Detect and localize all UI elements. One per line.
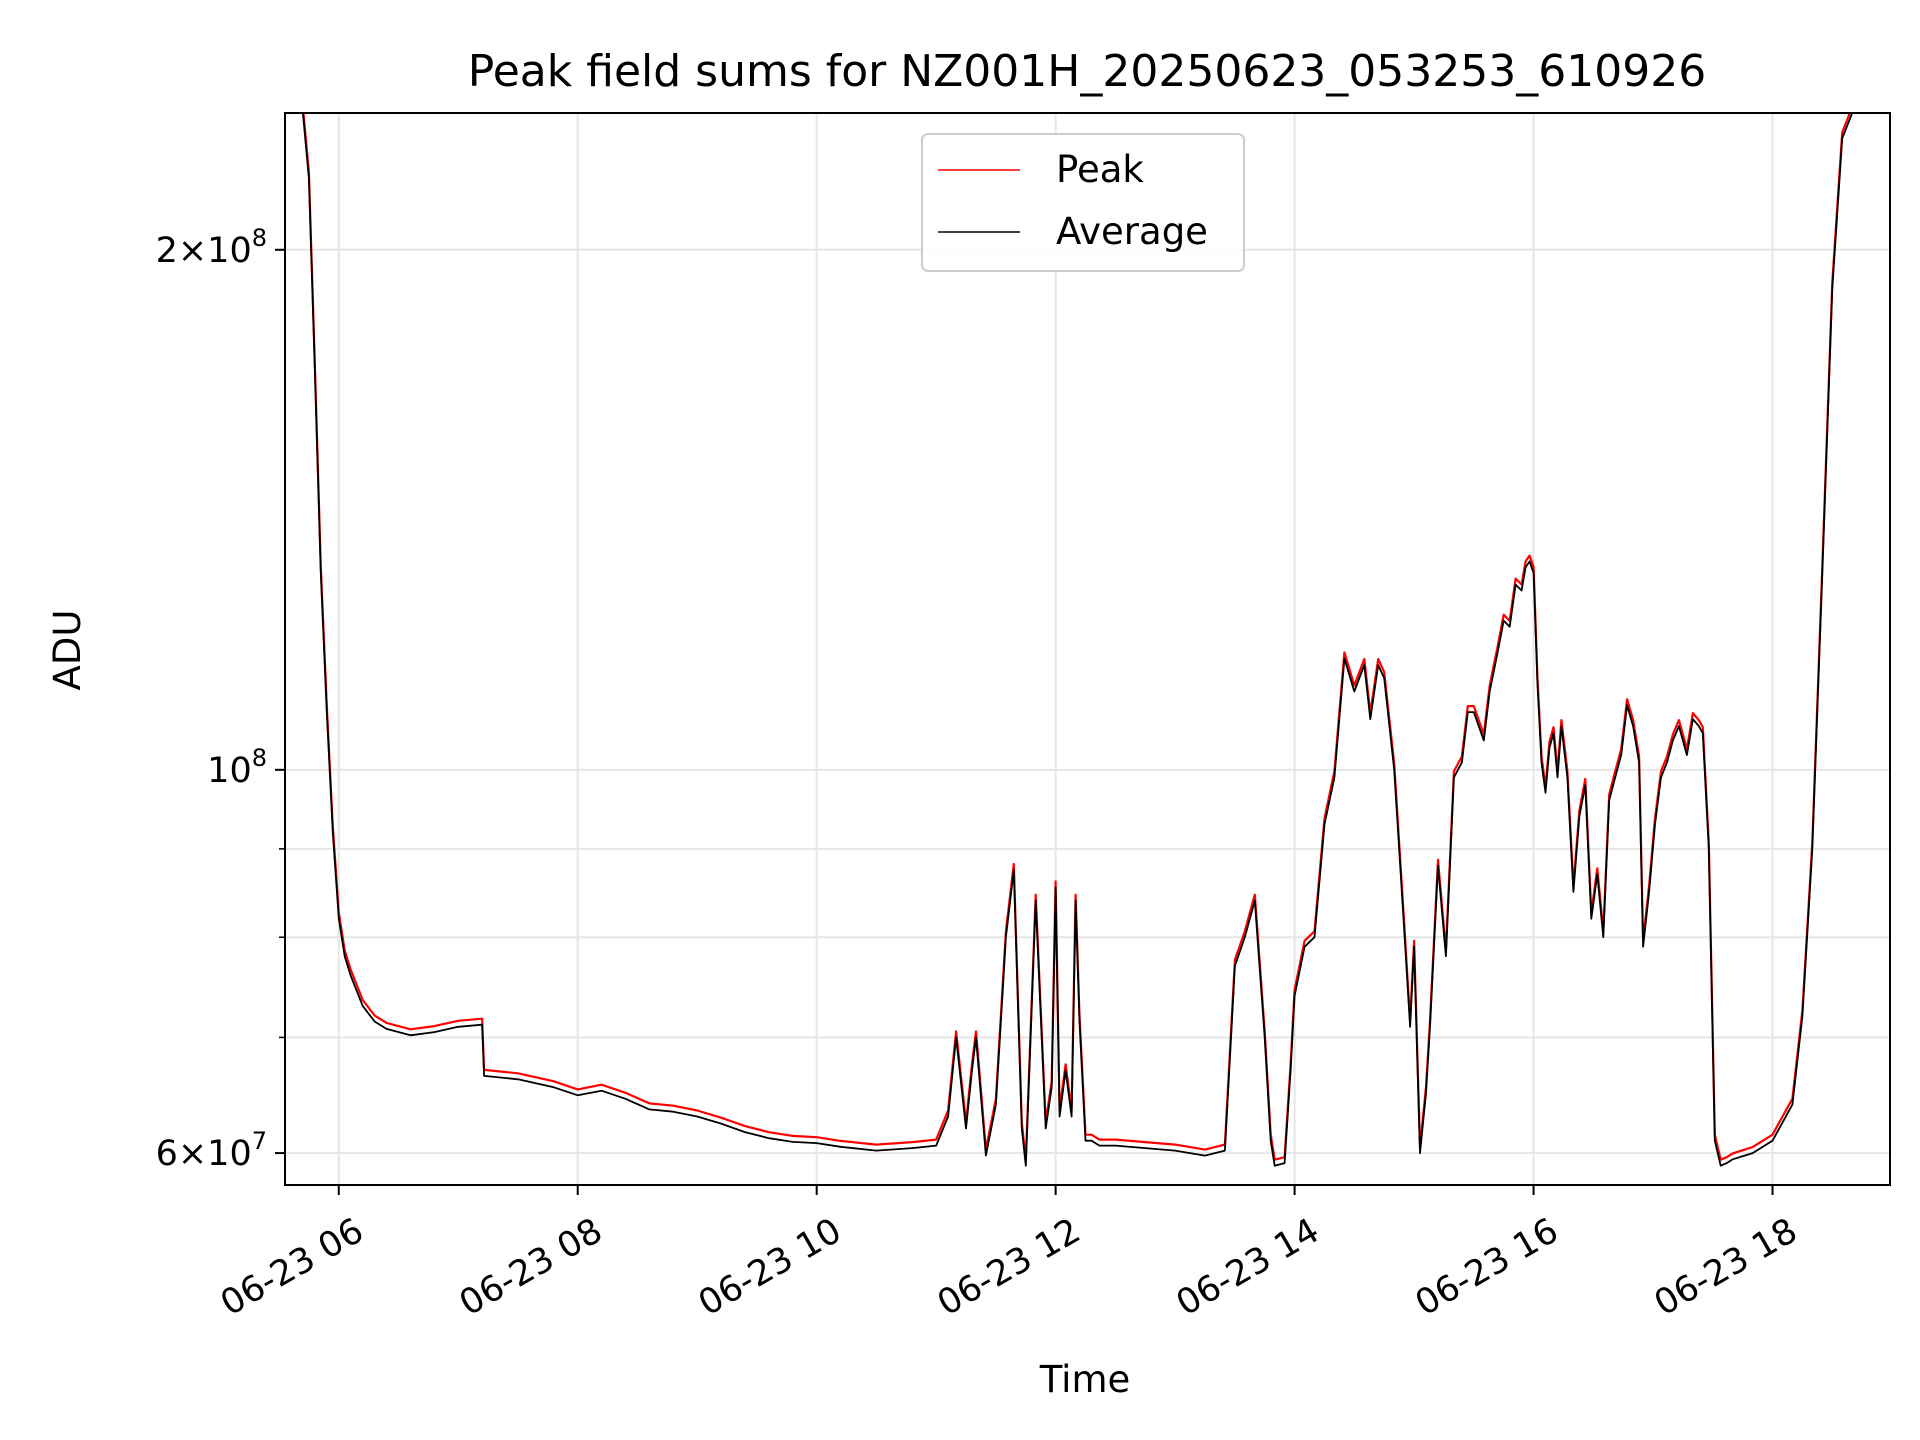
y-tick-label: 2×108 — [156, 224, 267, 271]
y-tick-label-base: 2×10 — [156, 231, 252, 271]
grid-lines — [285, 113, 1890, 1185]
y-tick-label-exponent: 8 — [252, 224, 267, 252]
y-tick-label-exponent: 8 — [252, 744, 267, 772]
legend: Peak Average — [921, 133, 1245, 272]
y-tick-label-exponent: 7 — [252, 1127, 267, 1155]
series-lines — [285, 113, 1863, 1167]
y-axis-label: ADU — [46, 610, 89, 691]
plot-frame — [284, 112, 1891, 1186]
y-tick-label: 6×107 — [156, 1127, 267, 1174]
chart-title: Peak field sums for NZ001H_20250623_0532… — [468, 46, 1706, 97]
series-line-average — [285, 113, 1863, 1167]
y-tick-label-base: 10 — [207, 751, 252, 791]
x-axis-label: Time — [1039, 1358, 1131, 1401]
legend-box — [921, 133, 1245, 272]
y-tick-label-base: 6×10 — [156, 1134, 252, 1174]
legend-label-peak: Peak — [1056, 148, 1144, 191]
legend-label-average: Average — [1056, 210, 1208, 253]
y-tick-label: 108 — [207, 744, 267, 791]
